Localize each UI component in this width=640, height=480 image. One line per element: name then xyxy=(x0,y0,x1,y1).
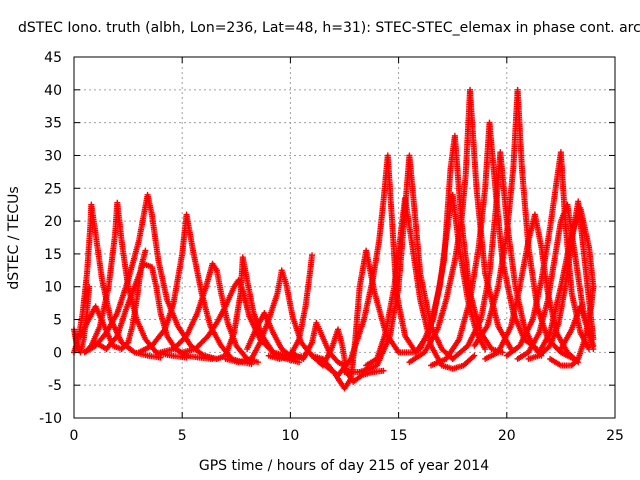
interpolated-marker xyxy=(217,288,224,295)
interpolated-marker xyxy=(221,305,228,312)
interpolated-marker xyxy=(122,308,129,315)
interpolated-marker xyxy=(245,311,252,318)
data-series xyxy=(287,319,348,369)
data-series xyxy=(309,152,419,379)
data-series xyxy=(265,252,316,362)
interpolated-marker xyxy=(250,308,257,315)
interpolated-marker xyxy=(206,321,213,328)
interpolated-marker xyxy=(157,308,164,315)
interpolated-marker xyxy=(251,328,258,335)
interpolated-marker xyxy=(202,285,209,292)
interpolated-marker xyxy=(232,341,239,348)
interpolated-marker xyxy=(128,324,135,331)
data-series xyxy=(135,211,255,368)
interpolated-marker xyxy=(269,327,276,334)
data-series xyxy=(81,199,190,361)
interpolated-marker xyxy=(141,249,148,256)
interpolated-marker xyxy=(100,321,107,328)
interpolated-marker xyxy=(458,363,465,370)
interpolated-marker xyxy=(130,348,137,355)
interpolated-marker xyxy=(212,321,219,328)
data-points xyxy=(71,86,597,392)
interpolated-marker xyxy=(243,275,250,282)
interpolated-marker xyxy=(174,321,181,328)
interpolated-marker xyxy=(382,331,389,338)
data-series xyxy=(363,195,478,372)
interpolated-marker xyxy=(316,327,323,334)
interpolated-marker xyxy=(83,321,90,328)
interpolated-marker xyxy=(386,334,393,341)
interpolated-marker xyxy=(217,341,224,348)
interpolated-marker xyxy=(327,347,334,354)
interpolated-marker xyxy=(123,340,130,347)
interpolated-marker xyxy=(124,278,131,285)
interpolated-marker xyxy=(346,357,353,364)
interpolated-marker xyxy=(308,254,315,261)
interpolated-marker xyxy=(360,318,367,325)
interpolated-marker xyxy=(230,331,237,338)
interpolated-marker xyxy=(378,367,385,374)
interpolated-marker xyxy=(113,311,120,318)
interpolated-marker xyxy=(346,377,353,384)
interpolated-marker xyxy=(152,281,159,288)
interpolated-marker xyxy=(469,353,476,360)
interpolated-marker xyxy=(338,340,345,347)
interpolated-marker xyxy=(135,239,142,246)
interpolated-marker xyxy=(152,347,159,354)
interpolated-marker xyxy=(273,292,280,299)
interpolated-marker xyxy=(367,369,374,376)
interpolated-marker xyxy=(168,346,175,353)
interpolated-marker xyxy=(253,358,260,365)
interpolated-marker xyxy=(130,285,137,292)
data-series xyxy=(244,309,307,361)
interpolated-marker xyxy=(401,331,408,338)
interpolated-marker xyxy=(142,352,149,359)
interpolated-marker xyxy=(113,334,120,341)
interpolated-marker xyxy=(190,346,197,353)
interpolated-marker xyxy=(163,331,170,338)
interpolated-marker xyxy=(212,265,219,272)
data-series xyxy=(77,247,149,353)
interpolated-marker xyxy=(96,324,103,331)
interpolated-marker xyxy=(282,278,289,285)
interpolated-marker xyxy=(230,285,237,292)
interpolated-marker xyxy=(357,373,364,380)
data-series xyxy=(92,260,216,362)
interpolated-marker xyxy=(289,311,296,318)
interpolated-marker xyxy=(169,301,176,308)
interpolated-marker xyxy=(193,311,200,318)
interpolated-marker xyxy=(163,295,170,302)
interpolated-marker xyxy=(308,341,315,348)
interpolated-marker xyxy=(160,327,167,334)
interpolated-marker xyxy=(74,338,81,345)
interpolated-marker xyxy=(256,341,263,348)
chart-title: dSTEC Iono. truth (albh, Lon=236, Lat=48… xyxy=(18,20,640,36)
interpolated-marker xyxy=(295,337,302,344)
interpolated-marker xyxy=(224,317,231,324)
interpolated-marker xyxy=(141,334,148,341)
interpolated-marker xyxy=(102,331,109,338)
